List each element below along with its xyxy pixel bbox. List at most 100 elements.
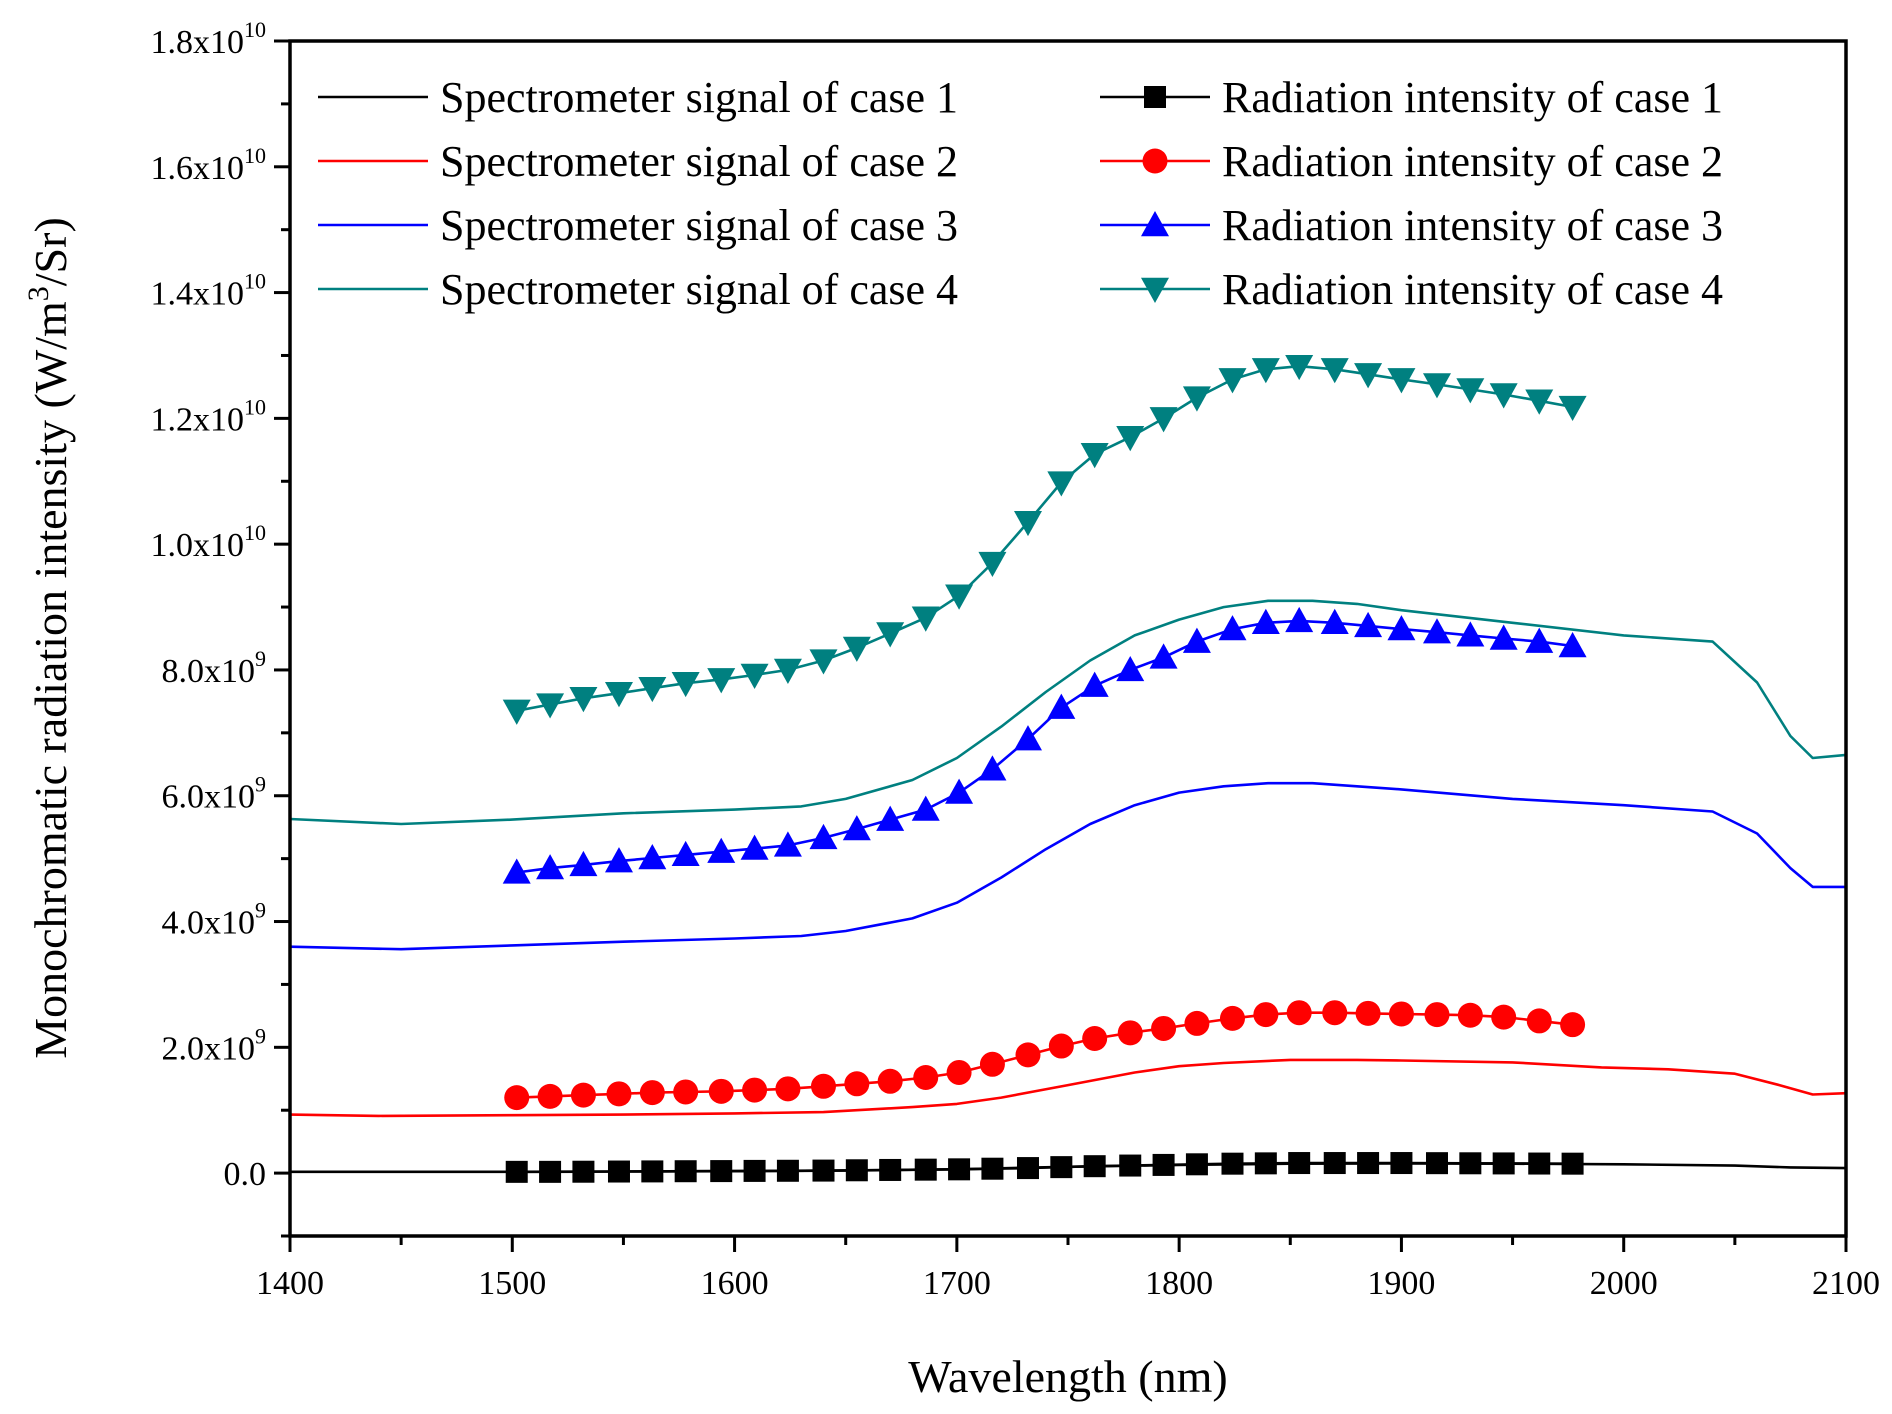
data-point	[743, 1159, 766, 1182]
data-point	[1013, 725, 1042, 751]
ticks-layer: 1400 1500 1600 1700 1800 1900 2000 2100 0.0 2.0x1…	[151, 17, 1881, 1302]
data-point	[1080, 671, 1109, 697]
y-tick-label: 1.4x1010	[151, 269, 267, 313]
x-tick-label: 1400	[256, 1265, 324, 1302]
data-point	[1251, 608, 1280, 634]
data-point	[572, 1160, 595, 1183]
data-point	[1357, 1152, 1380, 1175]
data-point	[914, 1158, 937, 1181]
legend-item: Spectrometer signal of case 2	[318, 137, 958, 186]
data-point	[671, 840, 700, 867]
y-axis-title-tail: /Sr)	[25, 217, 76, 286]
data-point	[1525, 389, 1554, 415]
x-tick-label: 2000	[1590, 1265, 1658, 1302]
data-point	[1218, 368, 1247, 394]
legend-label: Radiation intensity of case 1	[1222, 73, 1723, 122]
data-point	[979, 1051, 1005, 1077]
data-point	[1152, 1153, 1175, 1176]
legend-label: Radiation intensity of case 3	[1222, 201, 1723, 250]
data-point	[1251, 358, 1280, 384]
data-point	[1048, 1033, 1074, 1059]
data-point	[1254, 1152, 1277, 1175]
data-point	[844, 1071, 870, 1097]
y-tick-mantissa: 1.2x10	[151, 401, 245, 438]
legend-label: Radiation intensity of case 4	[1222, 265, 1723, 314]
data-point	[569, 687, 598, 713]
data-point	[1558, 395, 1587, 422]
y-tick-mantissa: 1.0x10	[151, 527, 245, 564]
y-axis-title-main: Monochromatic radiation intensity (W/m	[25, 301, 76, 1059]
data-point	[1285, 606, 1314, 633]
data-point	[981, 1157, 1004, 1180]
legend-item: Spectrometer signal of case 1	[318, 73, 958, 122]
y-tick-exponent: 10	[244, 17, 266, 42]
data-point	[638, 676, 667, 703]
data-point	[845, 1159, 868, 1182]
legend: Spectrometer signal of case 1 Spectromete…	[318, 73, 1723, 314]
data-point	[1184, 1010, 1210, 1036]
data-point	[1354, 363, 1383, 389]
data-point	[913, 1065, 939, 1091]
data-point	[877, 1068, 903, 1094]
legend-label: Spectrometer signal of case 4	[440, 265, 958, 314]
data-point	[639, 1080, 665, 1106]
series-line	[289, 1058, 1847, 1118]
data-point	[1491, 1004, 1517, 1030]
y-tick-exponent: 9	[255, 772, 266, 797]
data-point	[539, 1160, 562, 1183]
legend-item: Radiation intensity of case 2	[1100, 137, 1723, 186]
legend-label: Spectrometer signal of case 3	[440, 201, 958, 250]
y-tick-mantissa: 1.6x10	[151, 150, 245, 187]
data-point	[673, 1079, 699, 1105]
y-tick-mantissa: 1.4x10	[151, 276, 245, 313]
data-point	[879, 1158, 902, 1181]
data-point	[776, 1159, 799, 1182]
data-point	[1182, 386, 1211, 412]
data-point	[1561, 1152, 1584, 1175]
legend-label: Spectrometer signal of case 2	[440, 137, 958, 186]
data-point	[809, 823, 838, 850]
data-point	[641, 1160, 664, 1183]
legend-item: Radiation intensity of case 4	[1100, 265, 1723, 314]
legend-item: Radiation intensity of case 1	[1100, 73, 1723, 122]
data-point	[1082, 1026, 1108, 1052]
data-point	[1047, 471, 1076, 497]
data-point	[812, 1159, 835, 1182]
legend-marker	[1141, 211, 1169, 237]
x-tick-label: 1900	[1367, 1265, 1435, 1302]
data-point	[1459, 1152, 1482, 1175]
data-point	[1387, 615, 1416, 641]
legend-marker	[1142, 148, 1168, 174]
legend-item: Spectrometer signal of case 3	[318, 201, 958, 250]
data-point	[537, 1083, 563, 1109]
data-point	[1253, 1002, 1279, 1028]
y-tick-label: 1.6x1010	[151, 143, 267, 187]
data-point	[1456, 621, 1485, 647]
data-point	[1354, 611, 1383, 638]
data-point	[876, 805, 905, 831]
data-point	[1015, 1042, 1041, 1068]
data-point	[1080, 443, 1109, 469]
series-line	[289, 781, 1846, 951]
data-point	[773, 831, 802, 857]
data-point	[946, 1059, 972, 1085]
data-point	[1119, 1154, 1142, 1177]
y-tick-mantissa: 1.8x10	[151, 24, 245, 61]
x-tick-label: 1800	[1145, 1265, 1213, 1302]
x-tick-label: 2100	[1812, 1265, 1880, 1302]
data-point	[742, 1077, 768, 1103]
data-point	[638, 844, 667, 870]
data-point	[1422, 373, 1451, 399]
x-axis-title: Wavelength (nm)	[908, 1351, 1227, 1402]
y-tick-label: 1.0x1010	[151, 520, 267, 564]
legend-marker	[1141, 277, 1169, 303]
data-point	[1323, 1152, 1346, 1175]
data-point	[1016, 1157, 1039, 1180]
data-point	[606, 1081, 632, 1107]
x-tick-label: 1500	[478, 1265, 546, 1302]
data-point	[948, 1158, 971, 1181]
series-2	[289, 1058, 1847, 1118]
legend-label: Spectrometer signal of case 1	[440, 73, 958, 122]
data-point	[842, 636, 871, 662]
